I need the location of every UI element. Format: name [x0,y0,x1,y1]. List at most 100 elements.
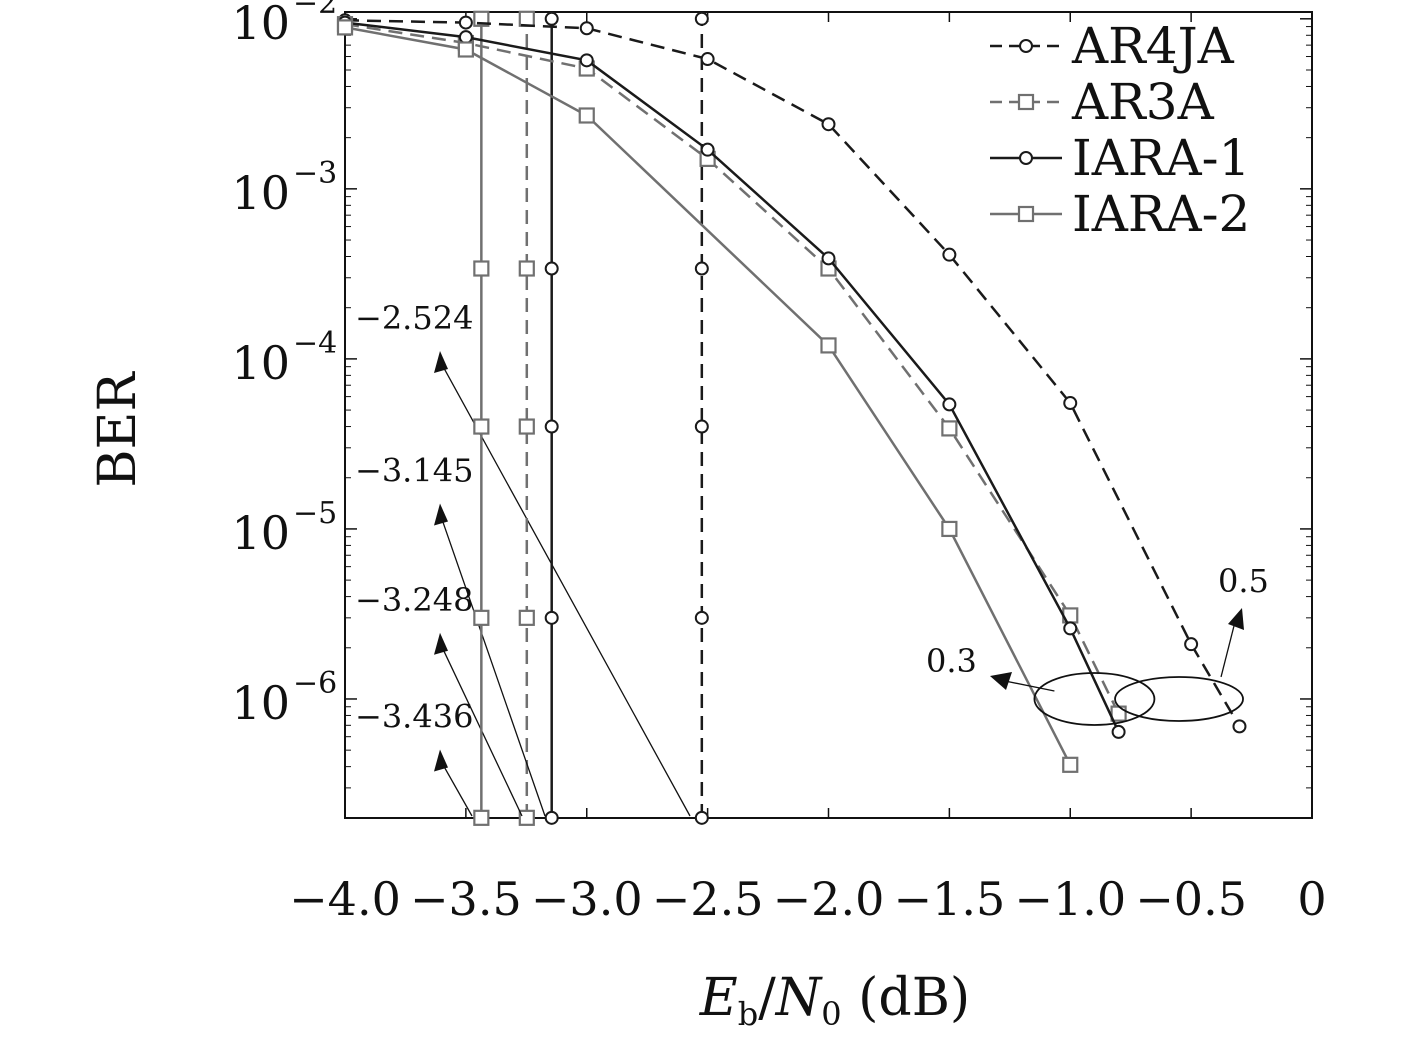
data-point [458,30,473,45]
threshold-marker [473,418,490,435]
ellipse-arrow [1220,617,1237,678]
threshold-marker [694,610,709,625]
x-axis-title: Eb/N0 (dB) [699,968,970,1033]
y-tick-exponent: −3 [293,156,337,191]
axis-titles: BER Eb/N0 (dB) [88,370,970,1033]
threshold-marker [518,418,535,435]
y-tick-label: 10 [231,506,290,560]
data-point [941,520,958,538]
data-point [1063,396,1078,411]
threshold-arrow [439,513,546,817]
threshold-arrowhead [434,350,448,373]
threshold-label: −3.248 [355,581,473,619]
data-point [1063,621,1078,636]
series-line [344,19,1241,728]
data-point [942,397,957,412]
threshold-marker [544,810,559,825]
data-point [336,19,354,36]
ellipse-arrowhead [1228,608,1244,630]
y-tick-exponent: −4 [293,326,337,361]
data-point [1184,637,1199,652]
threshold-marker [544,11,559,26]
threshold-marker [473,609,490,626]
legend-item: AR4JA [990,17,1235,75]
x-tick-label: −4.0 [289,872,401,926]
y-tick-exponent: −5 [293,496,337,531]
data-point [1232,719,1247,734]
ellipse-label: 0.3 [926,642,977,680]
legend-item: IARA-1 [990,129,1250,187]
ellipse-arrowhead [990,672,1012,690]
threshold-arrow [439,759,473,817]
data-point [579,53,594,68]
data-point [458,15,473,30]
data-point [942,247,957,262]
threshold-marker [694,419,709,434]
y-tick-label: 10 [231,0,290,50]
legend-marker [1017,93,1035,111]
y-tick-label: 10 [231,166,290,220]
y-tick-exponent: −2 [293,0,337,21]
x-axis-title-part: / [758,968,776,1028]
x-tick-label: −3.0 [531,872,643,926]
x-axis-title-part: b [738,995,758,1033]
data-point [821,117,836,132]
threshold-lines: −2.524 −3.248 −3.145 −3.436 [355,10,709,826]
series-iara-1 [338,15,1126,739]
legend-label: IARA-1 [1072,129,1250,187]
ellipse-arrow [999,679,1055,692]
annotations: 0.3 0.5 [926,562,1269,726]
threshold-marker [544,610,559,625]
y-axis: 10−210−310−410−510−6 [231,0,1312,819]
series-line [344,21,1120,733]
x-tick-label: 0 [1297,872,1326,926]
legend-label: IARA-2 [1072,185,1250,243]
threshold-arrowhead [434,749,448,772]
legend-marker [1017,205,1035,223]
x-tick-label: −1.5 [894,872,1006,926]
ellipse-mark [1114,676,1244,722]
threshold-label: −2.524 [355,299,473,337]
ellipse-mark [1033,672,1156,726]
legend-label: AR4JA [1071,17,1235,75]
legend-marker [1019,39,1033,53]
series-iara-2 [336,19,1079,773]
threshold-marker [473,260,490,277]
data-point [700,52,715,67]
threshold-arrowhead [434,503,448,526]
x-axis-title-part: E [699,968,738,1028]
legend-marker [1019,151,1033,165]
legend-label: AR3A [1071,73,1215,131]
threshold-marker [518,10,535,27]
x-axis-title-part: (dB) [842,968,971,1028]
threshold-label: −3.436 [355,697,473,735]
y-tick-label: 10 [231,676,290,730]
y-axis-title: BER [88,370,148,487]
y-tick-label: 10 [231,336,290,390]
data-point [821,251,836,266]
data-point [1062,756,1079,773]
threshold-arrowhead [434,632,448,655]
x-tick-label: −3.5 [410,872,522,926]
x-tick-label: −2.0 [773,872,885,926]
x-tick-label: −1.0 [1014,872,1126,926]
threshold-marker [694,11,709,26]
x-tick-label: −2.5 [652,872,764,926]
x-axis-title-part: N [774,968,823,1028]
x-tick-label: −0.5 [1135,872,1247,926]
data-point [579,21,594,36]
threshold-marker [544,261,559,276]
data-point [457,41,474,58]
legend-item: IARA-2 [990,185,1250,243]
series-line [344,26,1072,766]
data-point [941,420,958,437]
threshold-marker [518,609,535,626]
threshold-marker [694,810,709,825]
threshold-marker [544,419,559,434]
data-point [1111,724,1126,739]
threshold-marker [518,809,535,826]
series-line [344,22,1120,715]
threshold-marker [473,809,490,826]
